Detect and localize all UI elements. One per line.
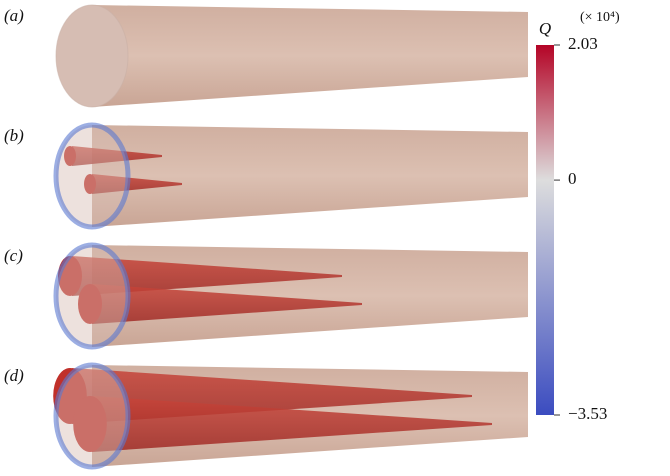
cylinder-end (56, 365, 128, 467)
panel-label: (b) (4, 126, 24, 145)
colorbar-tick-label: 0 (568, 169, 577, 188)
colorbar-label: Q (539, 19, 551, 38)
cylinder-body (92, 5, 528, 107)
cylinder-body (92, 125, 528, 227)
cylinder-end (56, 5, 128, 107)
cylinder-end (56, 125, 128, 227)
colorbar (536, 45, 554, 415)
colorbar-multiplier: (× 10⁴) (580, 10, 620, 25)
cylinder-end (56, 245, 128, 347)
panel-label: (d) (4, 366, 24, 385)
panel-label: (a) (4, 6, 24, 25)
colorbar-tick-label: −3.53 (568, 404, 607, 423)
colorbar-tick-label: 2.03 (568, 34, 598, 53)
figure: (a) (b) (c) (d) Q (× 10⁴) 2.03 0 −3.53 (0, 0, 670, 476)
panel-label: (c) (4, 246, 23, 265)
